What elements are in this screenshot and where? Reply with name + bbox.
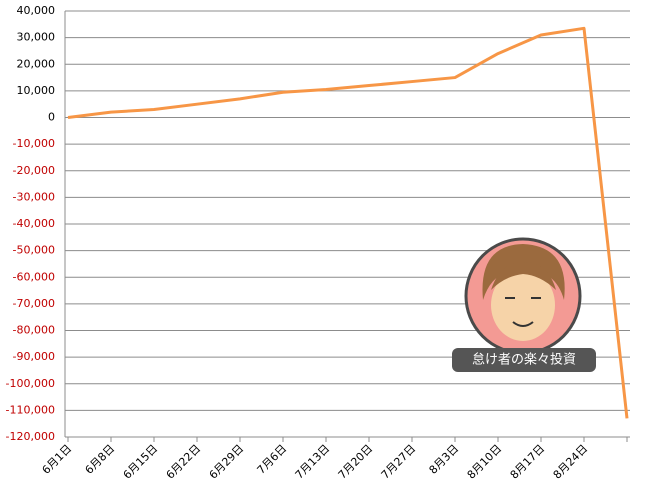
y-tick-label: -80,000 bbox=[13, 324, 55, 337]
y-tick-label: 20,000 bbox=[17, 57, 56, 70]
y-tick-label: 10,000 bbox=[17, 84, 56, 97]
x-tick-label: 6月29日 bbox=[207, 442, 247, 482]
x-tick-label: 7月6日 bbox=[255, 442, 290, 477]
x-tick-label: 7月27日 bbox=[379, 442, 419, 482]
x-tick-label: 7月20日 bbox=[336, 442, 376, 482]
avatar bbox=[464, 237, 582, 355]
x-tick-label: 6月15日 bbox=[121, 442, 161, 482]
data-line bbox=[67, 26, 629, 419]
y-tick-label: -10,000 bbox=[13, 137, 55, 150]
y-tick-label: -20,000 bbox=[13, 164, 55, 177]
y-tick-label: -60,000 bbox=[13, 270, 55, 283]
y-tick-label: -120,000 bbox=[6, 430, 55, 443]
y-tick-label: -70,000 bbox=[13, 297, 55, 310]
x-tick-label: 6月8日 bbox=[83, 442, 118, 477]
x-tick-label: 7月13日 bbox=[293, 442, 333, 482]
x-tick-label: 8月3日 bbox=[427, 442, 462, 477]
y-tick-label: -40,000 bbox=[13, 217, 55, 230]
x-tick-label: 8月17日 bbox=[508, 442, 548, 482]
y-tick-label: -100,000 bbox=[6, 377, 55, 390]
y-tick-label: 0 bbox=[48, 111, 55, 124]
x-tick-label: 6月1日 bbox=[40, 442, 75, 477]
y-tick-label: -50,000 bbox=[13, 244, 55, 257]
y-tick-label: -110,000 bbox=[6, 403, 55, 416]
x-tick-label: 8月24日 bbox=[551, 442, 591, 482]
y-tick-label: -90,000 bbox=[13, 350, 55, 363]
y-tick-label: -30,000 bbox=[13, 190, 55, 203]
y-tick-label: 40,000 bbox=[17, 4, 56, 17]
watermark-box bbox=[452, 348, 596, 372]
x-tick-label: 6月22日 bbox=[164, 442, 204, 482]
watermark-label: 怠け者の楽々投資 bbox=[472, 352, 576, 368]
y-tick-label: 30,000 bbox=[17, 31, 56, 44]
x-tick-label: 8月10日 bbox=[465, 442, 505, 482]
